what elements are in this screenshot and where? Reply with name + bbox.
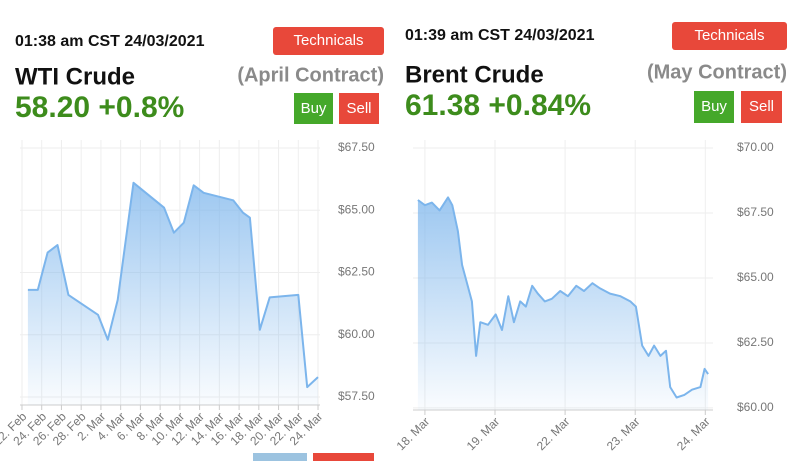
scroll-bar bbox=[253, 453, 307, 461]
chart-subtitle: (May Contract) bbox=[647, 61, 787, 83]
button-label[interactable]: Technicals bbox=[293, 32, 363, 49]
technicals-button[interactable] bbox=[273, 27, 384, 55]
y-tick-label: $62.50 bbox=[338, 265, 375, 279]
x-tick-label: 24. Mar bbox=[674, 414, 713, 453]
quote: 58.20 +0.8% bbox=[15, 91, 184, 124]
price-line bbox=[27, 181, 319, 389]
buy-button[interactable] bbox=[294, 93, 333, 124]
chart-subtitle: (April Contract) bbox=[237, 64, 384, 86]
x-tick-label: 23. Mar bbox=[604, 414, 643, 453]
y-tick-label: $60.00 bbox=[737, 400, 774, 414]
y-tick-label: $67.50 bbox=[338, 140, 375, 154]
button-label[interactable]: Buy bbox=[701, 98, 727, 115]
buy-button[interactable] bbox=[694, 91, 734, 123]
technicals-button[interactable] bbox=[672, 22, 787, 50]
y-tick-label: $62.50 bbox=[737, 335, 774, 349]
panel-header: 01:39 am CST 24/03/2021 Technicals Brent… bbox=[405, 22, 787, 123]
button-label[interactable]: Sell bbox=[749, 98, 774, 115]
panel-header: 01:38 am CST 24/03/2021 Technicals WTI C… bbox=[15, 27, 384, 124]
x-tick-label: 22. Mar bbox=[534, 414, 573, 453]
button-label[interactable]: Technicals bbox=[694, 27, 764, 44]
scroll-bar bbox=[313, 453, 374, 461]
sell-button[interactable] bbox=[741, 91, 782, 123]
timestamp: 01:38 am CST 24/03/2021 bbox=[15, 33, 205, 50]
y-tick-label: $67.50 bbox=[737, 205, 774, 219]
y-tick-label: $70.00 bbox=[737, 140, 774, 154]
timestamp: 01:39 am CST 24/03/2021 bbox=[405, 27, 595, 44]
area-fill bbox=[27, 182, 319, 405]
chart-title: Brent Crude bbox=[405, 61, 544, 88]
quote: 61.38 +0.84% bbox=[405, 89, 591, 122]
y-tick-label: $60.00 bbox=[338, 327, 375, 341]
button-label[interactable]: Buy bbox=[301, 100, 327, 117]
chart-title: WTI Crude bbox=[15, 63, 135, 90]
x-tick-label: 18. Mar bbox=[394, 414, 433, 453]
y-tick-label: $57.50 bbox=[338, 389, 375, 403]
area-fill bbox=[417, 197, 709, 410]
button-label[interactable]: Sell bbox=[346, 100, 371, 117]
sell-button[interactable] bbox=[339, 93, 379, 124]
y-tick-label: $65.00 bbox=[338, 202, 375, 216]
y-tick-label: $65.00 bbox=[737, 270, 774, 284]
x-tick-label: 19. Mar bbox=[464, 414, 503, 453]
price-line bbox=[417, 196, 709, 399]
